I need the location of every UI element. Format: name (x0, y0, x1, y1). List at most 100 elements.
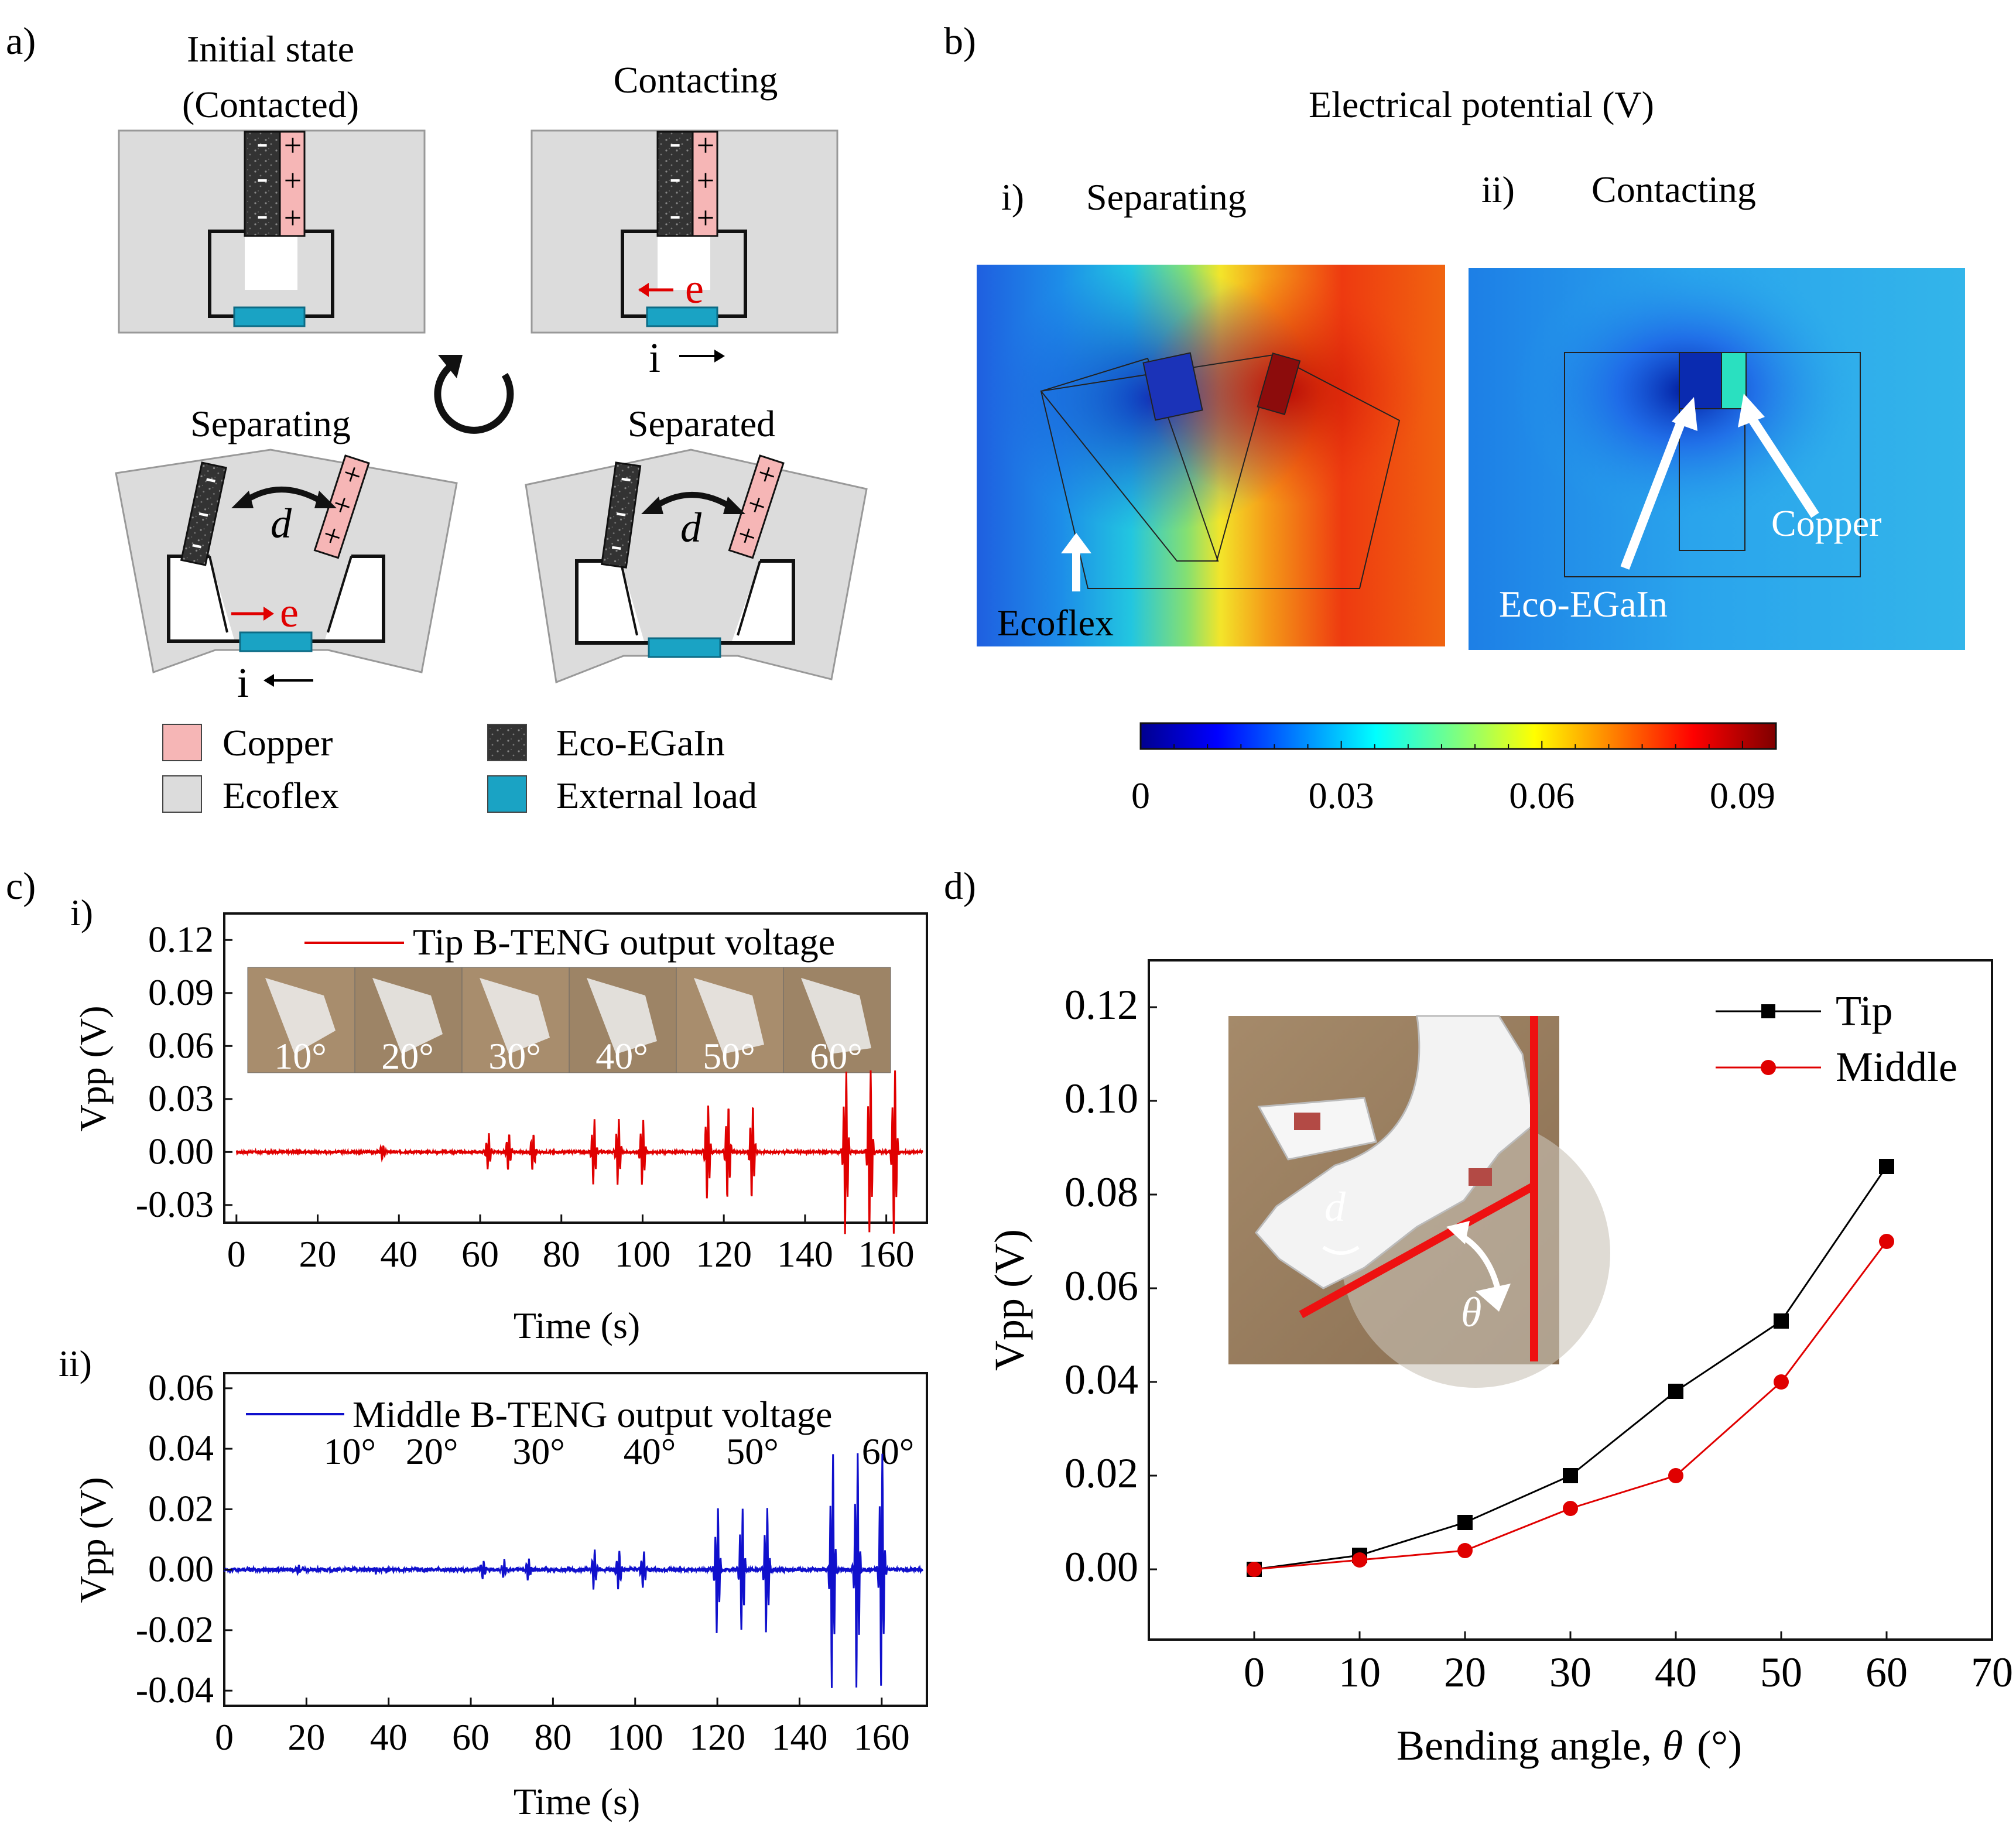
state-contacting-title: Contacting (614, 59, 778, 101)
panel-b-simulation: b) Electrical potential (V) i) Separatin… (944, 20, 1965, 816)
copper-arrow (1747, 414, 1819, 518)
y-tick-label: 0.09 (148, 971, 214, 1013)
point-middle (1457, 1543, 1473, 1558)
y-tick-label: -0.03 (136, 1183, 214, 1225)
inset-photo-bend (265, 978, 336, 1054)
angle-label: 10° (324, 1431, 376, 1472)
colorbar-label: 0.06 (1509, 775, 1575, 816)
legend-load: External load (556, 775, 757, 816)
xlabel-d-unit: (°) (1697, 1722, 1742, 1769)
x-tick-label: 20 (1444, 1649, 1486, 1696)
inset-photo-bend (694, 978, 764, 1054)
state-initial-subtitle: (Contacted) (182, 84, 359, 125)
inset-photo-bend (587, 978, 657, 1054)
pos-charge: + (697, 163, 714, 198)
inset-photos-tip: 10° 20° 30° 40° 50° 60° (247, 967, 891, 1077)
panel-label-c: c) (6, 865, 36, 908)
inset-angle-label: 30° (488, 1035, 541, 1077)
y-tick-label: -0.04 (136, 1669, 214, 1710)
legend-panel-d: Tip Middle (1716, 987, 1957, 1090)
legend-marker-tip (1761, 1004, 1775, 1018)
legend-marker-middle (1761, 1060, 1776, 1075)
y-tick-label: 0.12 (1065, 981, 1138, 1028)
point-tip (1668, 1384, 1683, 1399)
y-tick-label: 0.06 (148, 1024, 214, 1066)
ylabel-c-i: Vpp (V) (72, 1005, 114, 1131)
inset-angle-label: 10° (274, 1035, 327, 1077)
current-label: i (237, 659, 249, 706)
legend-panel-a: Copper Ecoflex Eco-EGaIn External load (162, 722, 757, 816)
x-tick-label: 60 (452, 1716, 490, 1758)
chart-vpp-bending: 0 10 20 30 40 50 60 70 0.00 0.02 0.04 0.06 0.08 0.10 0… (986, 959, 2013, 1769)
legend-swatch-copper (162, 724, 202, 761)
legend-copper: Copper (223, 722, 333, 764)
x-tick-label: 100 (614, 1233, 670, 1275)
electron-label: e (280, 589, 299, 636)
x-tick-label: 0 (227, 1233, 246, 1275)
diagram-separating: - - - + + + d e i (115, 449, 458, 706)
legend-tip: Tip B-TENG output voltage (304, 921, 835, 963)
angle-label: 40° (624, 1431, 676, 1472)
current-arrowhead (263, 674, 274, 687)
legend-middle-d: Middle (1836, 1043, 1957, 1090)
x-tick-label: 10 (1339, 1649, 1381, 1696)
inset-angle-label: 60° (810, 1035, 862, 1077)
pos-charge: + (284, 128, 302, 163)
y-tick-label: 0.02 (148, 1487, 214, 1529)
y-tick-label: 0.04 (1065, 1356, 1138, 1403)
ylabel-d: Vpp (V) (986, 1229, 1033, 1371)
x-tick-label: 160 (854, 1716, 910, 1758)
diagram-contacting: - - - + + + e i (530, 123, 838, 381)
angle-label: 30° (512, 1431, 565, 1472)
panel-a-mechanism: a) Initial state (Contacted) - - - + + +… (6, 20, 868, 816)
angle-label: 20° (406, 1431, 458, 1472)
x-tick-label: 20 (287, 1716, 325, 1758)
y-tick-label: 0.02 (1065, 1450, 1138, 1497)
x-tick-label: 80 (534, 1716, 571, 1758)
inset-angle-label: 40° (595, 1035, 648, 1077)
diagram-separated: - - - + + + d (525, 449, 868, 684)
inset-theta-label: θ (1461, 1289, 1481, 1336)
colorbar: 0 0.03 0.06 0.09 (1131, 722, 1777, 816)
y-tick-label: 0.06 (1065, 1262, 1138, 1309)
x-tick-label: 20 (299, 1233, 337, 1275)
sub-ii-title: Contacting (1591, 169, 1756, 210)
sub-i-title: Separating (1086, 176, 1247, 218)
chart-middle-voltage: Middle B-TENG output voltage 10° 20° 30° 40… (72, 1367, 928, 1822)
cycle-icon (434, 355, 514, 434)
distance-label: d (680, 504, 702, 551)
chart-tip-voltage: 10° 20° 30° 40° 50° 60° Tip B-TENG output vol… (72, 912, 928, 1346)
legend-egain: Eco-EGaIn (556, 722, 725, 764)
distance-label: d (271, 500, 292, 547)
point-tip (1879, 1159, 1894, 1174)
annotation-ecoflex: Ecoflex (997, 602, 1114, 644)
point-middle (1879, 1234, 1894, 1249)
y-tick-label: 0.06 (148, 1367, 214, 1408)
potential-map-contacting: Copper Eco-EGaIn (1469, 268, 1965, 650)
sub-ii-label: ii) (1481, 169, 1515, 210)
legend-swatch-egain (487, 724, 527, 761)
diagram-initial: - - - + + + (118, 123, 426, 334)
panel-label-d: d) (944, 865, 976, 908)
series-tip-signal (235, 1070, 923, 1234)
neg-charge: - (256, 123, 268, 161)
inset-photo-bend (801, 978, 871, 1054)
series-middle-signal (223, 1453, 923, 1688)
current-label: i (649, 334, 660, 381)
state-separating-title: Separating (190, 403, 351, 444)
annotation-egain: Eco-EGaIn (1499, 583, 1668, 625)
x-tick-label: 70 (1971, 1649, 2013, 1696)
x-tick-label: 60 (1866, 1649, 1908, 1696)
colorbar-label: 0.03 (1309, 775, 1374, 816)
pos-charge: + (284, 163, 302, 198)
xlabel-d-prefix: Bending angle, (1397, 1722, 1662, 1769)
x-tick-label: 120 (689, 1716, 745, 1758)
y-tick-label: 0.00 (148, 1548, 214, 1590)
angle-label: 50° (726, 1431, 779, 1472)
legend-ecoflex: Ecoflex (223, 775, 339, 816)
point-middle (1247, 1562, 1262, 1577)
x-tick-label: 140 (777, 1233, 833, 1275)
annotation-copper: Copper (1771, 502, 1881, 544)
y-tick-label: 0.00 (148, 1130, 214, 1172)
inset-photo-bend (480, 978, 550, 1054)
